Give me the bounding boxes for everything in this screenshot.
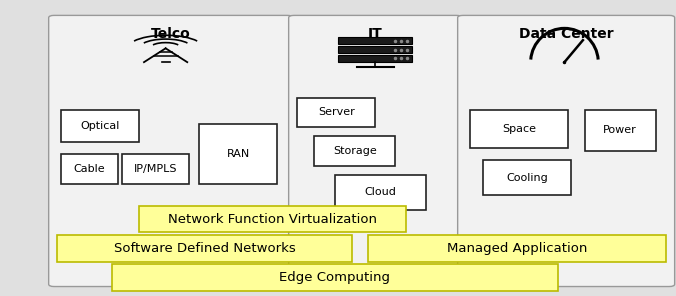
- Text: Cloud: Cloud: [364, 187, 396, 197]
- Bar: [338, 46, 412, 53]
- Text: Software Defined Networks: Software Defined Networks: [114, 242, 295, 255]
- Bar: [139, 206, 406, 232]
- Text: Managed Application: Managed Application: [447, 242, 587, 255]
- Bar: [61, 110, 139, 142]
- Text: RAN: RAN: [226, 149, 250, 159]
- Bar: [297, 98, 375, 127]
- Text: IT: IT: [368, 27, 383, 41]
- Text: Power: Power: [604, 125, 637, 135]
- Bar: [199, 124, 277, 184]
- FancyBboxPatch shape: [458, 15, 675, 287]
- Bar: [585, 110, 656, 151]
- Text: Storage: Storage: [333, 146, 377, 156]
- Text: Space: Space: [502, 124, 536, 134]
- Bar: [314, 136, 395, 166]
- Bar: [338, 55, 412, 62]
- Bar: [57, 235, 352, 262]
- Bar: [112, 264, 558, 291]
- Text: Network Function Virtualization: Network Function Virtualization: [168, 213, 377, 226]
- FancyBboxPatch shape: [289, 15, 462, 287]
- Text: Optical: Optical: [80, 121, 120, 131]
- Bar: [338, 37, 412, 44]
- Bar: [483, 160, 571, 195]
- Bar: [368, 235, 666, 262]
- FancyBboxPatch shape: [49, 15, 293, 287]
- Text: Cooling: Cooling: [506, 173, 548, 183]
- Text: Edge Computing: Edge Computing: [279, 271, 390, 284]
- Text: Telco: Telco: [151, 27, 191, 41]
- Text: Server: Server: [318, 107, 355, 118]
- Text: IP/MPLS: IP/MPLS: [134, 164, 177, 174]
- Text: Data Center: Data Center: [519, 27, 613, 41]
- Bar: [61, 154, 118, 184]
- Bar: [335, 175, 426, 210]
- Bar: [122, 154, 189, 184]
- Text: Cable: Cable: [74, 164, 105, 174]
- Bar: [470, 110, 568, 148]
